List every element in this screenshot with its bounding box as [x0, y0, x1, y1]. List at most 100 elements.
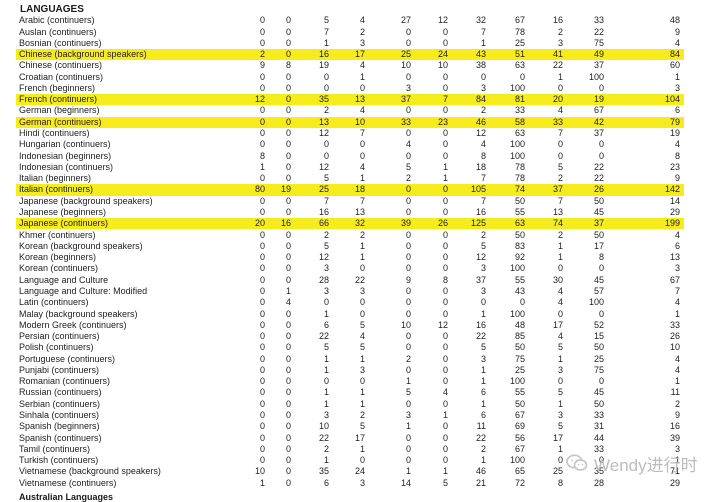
- row-value: 1: [674, 376, 680, 387]
- row-value: 19: [280, 184, 291, 195]
- row-value: 4: [674, 297, 680, 308]
- table-row: Language and Culture 0 0 28 22 9 8 37 55 30 45 67: [16, 275, 684, 286]
- table-row: Portuguese (continuers) 0 0 1 1 2 0 3 75 1 25 4: [16, 354, 684, 365]
- row-value: 5: [323, 173, 329, 184]
- table-row: Khmer (continuers) 0 0 2 2 0 0 2 50 2 50 4: [16, 230, 684, 241]
- row-value: 0: [259, 15, 265, 26]
- table-row: French (beginners) 0 0 0 0 3 0 3 100 0 0 3: [16, 83, 684, 94]
- row-value: 21: [475, 477, 486, 488]
- row-value: 2: [323, 443, 329, 454]
- row-value: 2: [259, 49, 265, 59]
- row-value: 0: [285, 319, 291, 330]
- row-value: 75: [593, 364, 604, 375]
- row-value: 66: [318, 218, 329, 229]
- row-value: 1: [557, 353, 563, 364]
- row-value: 4: [557, 297, 563, 308]
- watermark-text: Wendy进行时: [594, 455, 698, 475]
- row-value: 6: [674, 105, 680, 116]
- row-value: 22: [318, 432, 329, 443]
- row-value: 1: [359, 252, 365, 263]
- row-value: 33: [593, 443, 604, 454]
- row-language-name: Chinese (continuers): [19, 60, 103, 71]
- row-value: 100: [509, 376, 525, 387]
- row-value: 0: [405, 71, 411, 82]
- row-value: 12: [254, 94, 265, 105]
- row-value: 58: [514, 116, 525, 127]
- row-value: 0: [323, 376, 329, 387]
- row-value: 1: [480, 308, 486, 319]
- row-value: 7: [359, 195, 365, 206]
- row-value: 0: [285, 410, 291, 420]
- row-value: 1: [359, 71, 365, 82]
- row-value: 3: [359, 37, 365, 48]
- row-value: 0: [285, 376, 291, 387]
- row-value: 33: [593, 410, 604, 420]
- row-value: 4: [557, 105, 563, 116]
- row-value: 3: [674, 82, 680, 93]
- row-value: 0: [285, 229, 291, 240]
- row-value: 12: [318, 128, 329, 138]
- row-value: 0: [259, 128, 265, 138]
- row-value: 17: [552, 319, 563, 330]
- row-language-name: Hungarian (continuers): [19, 139, 111, 150]
- row-value: 2: [323, 229, 329, 240]
- row-value: 0: [259, 443, 265, 454]
- row-value: 3: [674, 263, 680, 274]
- row-value: 100: [509, 308, 525, 319]
- row-value: 1: [480, 455, 486, 466]
- row-value: 1: [323, 353, 329, 364]
- row-value: 1: [480, 376, 486, 387]
- row-value: 39: [669, 432, 680, 443]
- row-value: 8: [674, 150, 680, 161]
- wechat-icon: [566, 454, 588, 472]
- table-row: Spanish (beginners) 0 0 10 5 1 0 11 69 5 31 16: [16, 421, 684, 432]
- row-value: 25: [593, 353, 604, 364]
- row-value: 1: [359, 173, 365, 184]
- row-value: 4: [480, 139, 486, 150]
- row-language-name: Spanish (continuers): [19, 432, 102, 443]
- row-value: 0: [480, 71, 486, 82]
- row-value: 26: [669, 331, 680, 341]
- row-value: 142: [664, 184, 680, 195]
- row-value: 0: [285, 387, 291, 398]
- row-value: 0: [285, 195, 291, 206]
- row-value: 199: [664, 218, 680, 229]
- row-value: 65: [514, 466, 525, 477]
- row-value: 1: [557, 240, 563, 251]
- row-value: 1: [674, 455, 680, 466]
- row-value: 37: [593, 128, 604, 138]
- row-value: 0: [323, 297, 329, 308]
- row-value: 0: [442, 455, 448, 466]
- table-row: Vietnamese (background speakers) 10 0 35 24 1…: [16, 466, 684, 477]
- row-value: 38: [475, 60, 486, 71]
- row-value: 3: [359, 477, 365, 488]
- row-value: 0: [285, 207, 291, 217]
- row-value: 0: [285, 173, 291, 184]
- row-value: 17: [354, 432, 365, 443]
- row-value: 1: [480, 398, 486, 409]
- row-value: 0: [598, 376, 604, 387]
- row-value: 0: [323, 71, 329, 82]
- row-value: 60: [669, 60, 680, 71]
- row-value: 3: [359, 364, 365, 375]
- row-value: 0: [323, 82, 329, 93]
- row-language-name: Arabic (continuers): [19, 15, 95, 26]
- row-value: 13: [354, 94, 365, 105]
- row-value: 1: [359, 240, 365, 251]
- row-value: 3: [557, 364, 563, 375]
- row-value: 4: [674, 37, 680, 48]
- row-value: 25: [514, 37, 525, 48]
- row-value: 0: [405, 263, 411, 274]
- row-value: 74: [552, 218, 563, 229]
- row-value: 0: [359, 263, 365, 274]
- row-value: 1: [323, 308, 329, 319]
- row-value: 32: [475, 15, 486, 26]
- row-value: 11: [476, 421, 486, 432]
- row-value: 0: [442, 184, 448, 195]
- row-value: 1: [359, 387, 365, 398]
- table-row: Bosnian (continuers) 0 0 1 3 0 0 1 25 3 75 4: [16, 38, 684, 49]
- row-value: 0: [285, 26, 291, 37]
- row-value: 0: [405, 37, 411, 48]
- row-value: 1: [557, 443, 563, 454]
- row-value: 42: [593, 116, 604, 127]
